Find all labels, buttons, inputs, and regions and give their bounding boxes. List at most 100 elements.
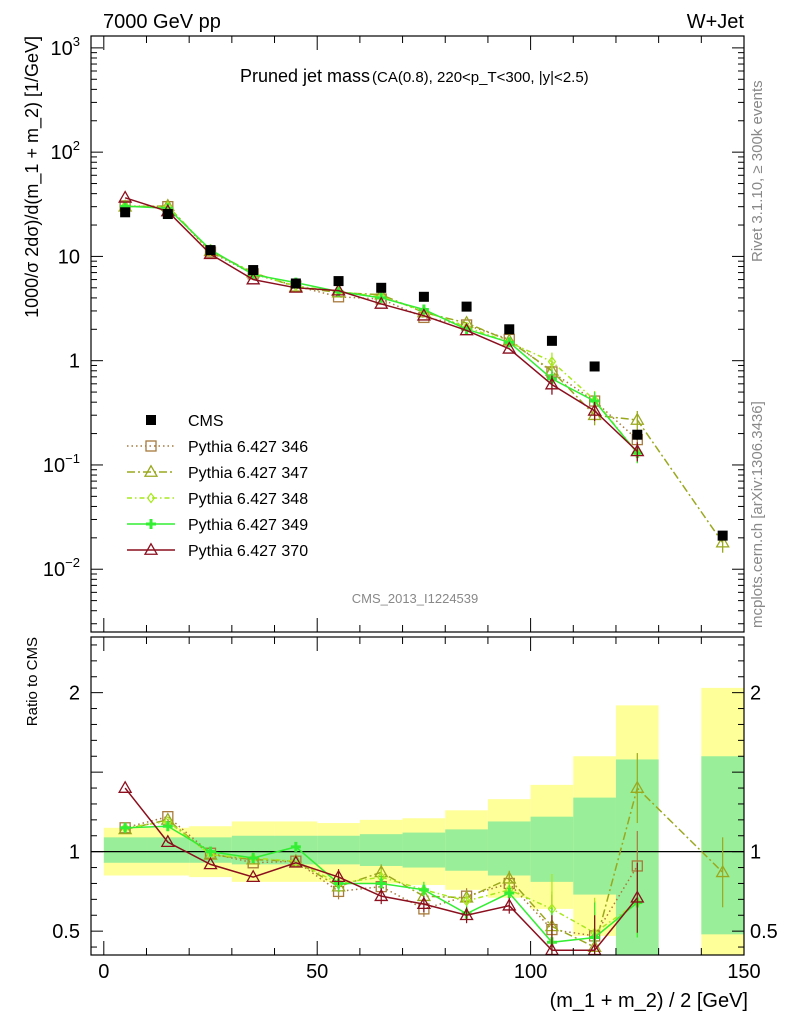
header-left: 7000 GeV pp <box>103 11 221 33</box>
data-point <box>418 291 429 302</box>
ratio-point <box>290 841 301 852</box>
data-point <box>546 335 557 346</box>
ratio-axis-ticks: 0.5 0.5 1 1 2 2 0 50 100 150 <box>52 637 778 983</box>
ratio-point <box>416 896 432 910</box>
uncertainty-band-inner <box>573 797 616 895</box>
x-tick-label: 150 <box>727 961 760 983</box>
ratio-y-tick-label-right: 0.5 <box>750 921 778 943</box>
ratio-y-tick-label: 2 <box>69 683 80 705</box>
ratio-point <box>246 869 261 882</box>
main-frame <box>90 35 745 633</box>
series-point <box>715 535 730 548</box>
series-point <box>587 403 602 416</box>
mcplots-label: mcplots.cern.ch [arXiv:1306.3436] <box>749 401 766 628</box>
uncertainty-band-inner <box>103 837 147 863</box>
y-axis-label: 1000/σ 2dσ)/d(m_1 + m_2) [1/GeV] <box>22 36 43 318</box>
x-axis-label: (m_1 + m_2) / 2 [GeV] <box>550 990 748 1012</box>
series-point <box>246 271 261 285</box>
series-point <box>416 308 432 321</box>
series-point <box>331 283 346 296</box>
ratio-point <box>504 887 515 898</box>
legend-label-cms: CMS <box>188 413 224 430</box>
x-tick-label: 100 <box>514 961 547 983</box>
legend-label: Pythia 6.427 348 <box>188 491 308 508</box>
ratio-point <box>459 907 474 921</box>
y-tick-label: 1 <box>69 351 80 373</box>
data-point <box>162 209 173 220</box>
ratio-point <box>248 853 259 864</box>
legend-label: Pythia 6.427 370 <box>188 543 308 560</box>
data-point <box>376 282 387 293</box>
uncertainty-band-inner <box>317 835 360 865</box>
ratio-point <box>374 888 389 902</box>
plot-subtitle: (CA(0.8), 220<p_T<300, |y|<2.5) <box>372 69 589 86</box>
legend-marker <box>146 492 156 504</box>
ratio-y-tick-label-right: 2 <box>750 683 761 705</box>
series-point <box>544 377 560 390</box>
data-point <box>333 276 344 287</box>
series-point <box>630 412 645 425</box>
data-point <box>248 265 259 276</box>
series-point <box>374 296 389 309</box>
ratio-point <box>120 822 131 833</box>
ratio-plot-content <box>91 687 744 956</box>
series-point <box>502 341 517 354</box>
header-right: W+Jet <box>687 11 745 33</box>
ratio-y-tick-label: 0.5 <box>52 921 80 943</box>
series-point <box>118 190 133 203</box>
data-point <box>205 245 216 256</box>
ratio-y-label: Ratio to CMS <box>24 637 41 726</box>
ratio-point <box>502 898 517 911</box>
data-point <box>632 429 643 440</box>
ratio-y-tick-label-right: 1 <box>750 842 761 864</box>
legend-marker <box>146 415 156 425</box>
ratio-point <box>418 884 429 895</box>
data-point <box>461 301 472 312</box>
legend-label: Pythia 6.427 346 <box>188 439 308 456</box>
legend-marker <box>143 464 159 477</box>
legend-marker <box>145 440 157 452</box>
data-point <box>120 207 131 218</box>
analysis-id: CMS_2013_I1224539 <box>352 591 479 606</box>
legend: CMS Pythia 6.427 346 Pythia 6.427 347 Pythi… <box>127 413 308 560</box>
legend-marker <box>146 519 156 529</box>
ratio-point <box>331 869 346 882</box>
series-point <box>547 356 557 368</box>
legend-marker <box>143 542 159 555</box>
ratio-point <box>630 890 645 903</box>
ratio-frame <box>90 636 745 956</box>
y-tick-label: 10−1 <box>43 451 80 477</box>
y-tick-label: 10 <box>58 246 80 268</box>
rivet-label: Rivet 3.1.10, ≥ 300k events <box>749 80 766 262</box>
uncertainty-band-inner <box>487 821 531 876</box>
data-point <box>717 530 728 541</box>
ratio-point <box>160 834 175 848</box>
data-point <box>290 278 301 289</box>
ratio-point <box>376 878 387 889</box>
plot-title: Pruned jet mass <box>240 66 370 86</box>
ratio-point <box>288 855 303 868</box>
series-point <box>630 443 645 457</box>
uncertainty-band-inner <box>359 834 403 866</box>
ratio-point <box>205 846 216 857</box>
series-point <box>459 322 474 336</box>
uncertainty-band-inner <box>445 829 488 871</box>
y-tick-label: 103 <box>51 34 80 60</box>
ratio-point <box>162 821 173 832</box>
ratio-point <box>715 864 730 878</box>
y-tick-label: 10−2 <box>43 555 80 581</box>
ratio-point <box>462 895 471 907</box>
ratio-panel: 0.5 0.5 1 1 2 2 0 50 100 150 Ratio to CMS (m_1 + … <box>24 636 778 1012</box>
ratio-point <box>118 780 133 793</box>
data-point <box>589 361 600 372</box>
legend-label: Pythia 6.427 349 <box>188 517 308 534</box>
y-tick-label: 102 <box>51 138 80 164</box>
ratio-y-tick-label: 1 <box>69 842 80 864</box>
main-plot-content <box>118 190 730 553</box>
x-tick-label: 0 <box>98 961 109 983</box>
ratio-point <box>630 780 645 793</box>
x-tick-label: 50 <box>306 961 328 983</box>
